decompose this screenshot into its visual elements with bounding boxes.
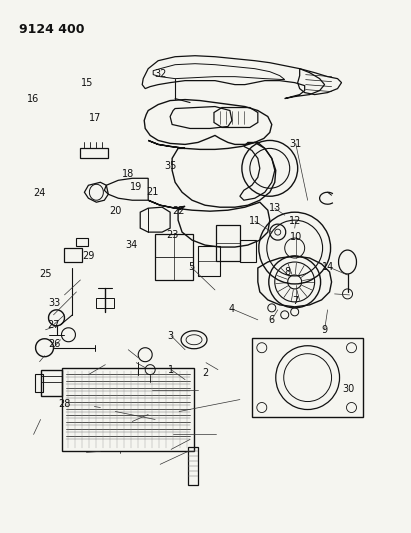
Text: 9: 9: [321, 325, 327, 335]
Text: 13: 13: [269, 203, 281, 213]
Text: 18: 18: [122, 168, 134, 179]
Bar: [188, 447, 198, 485]
Text: 29: 29: [83, 251, 95, 261]
Text: 5: 5: [188, 262, 194, 271]
Text: 19: 19: [130, 182, 142, 192]
Bar: [252, 338, 363, 417]
Text: 7: 7: [293, 296, 299, 306]
Text: 1: 1: [168, 365, 174, 375]
Text: 32: 32: [154, 69, 166, 79]
Bar: [41, 370, 62, 395]
Text: 34: 34: [126, 240, 138, 251]
Bar: [65, 248, 83, 262]
Bar: [240, 240, 256, 262]
Text: 14: 14: [322, 262, 335, 271]
Text: 15: 15: [81, 78, 93, 88]
Text: 3: 3: [168, 330, 174, 341]
Text: 28: 28: [58, 399, 70, 409]
Text: 27: 27: [48, 320, 60, 330]
Text: 6: 6: [268, 314, 274, 325]
Text: 4: 4: [229, 304, 235, 314]
Text: 26: 26: [48, 338, 60, 349]
Text: 12: 12: [289, 216, 302, 227]
Bar: [155, 234, 193, 280]
Bar: [96, 298, 114, 308]
Text: 20: 20: [109, 206, 122, 216]
Text: 21: 21: [146, 187, 158, 197]
Bar: [76, 238, 88, 246]
Bar: [81, 148, 109, 158]
Text: 30: 30: [343, 384, 355, 394]
Text: 16: 16: [28, 94, 39, 104]
Bar: [62, 368, 194, 451]
Text: 17: 17: [89, 113, 101, 123]
Bar: [216, 225, 240, 261]
Text: 11: 11: [249, 216, 261, 227]
Text: 35: 35: [164, 160, 177, 171]
Bar: [198, 246, 220, 276]
Text: 22: 22: [173, 206, 185, 216]
Text: 23: 23: [166, 230, 179, 240]
Text: 8: 8: [284, 267, 291, 277]
Text: 10: 10: [289, 232, 302, 243]
Text: 25: 25: [39, 270, 52, 279]
Text: 24: 24: [33, 188, 46, 198]
Bar: [35, 374, 43, 392]
Text: 31: 31: [289, 139, 302, 149]
Text: 9124 400: 9124 400: [18, 23, 84, 36]
Text: 2: 2: [202, 368, 209, 378]
Text: 33: 33: [48, 297, 60, 308]
